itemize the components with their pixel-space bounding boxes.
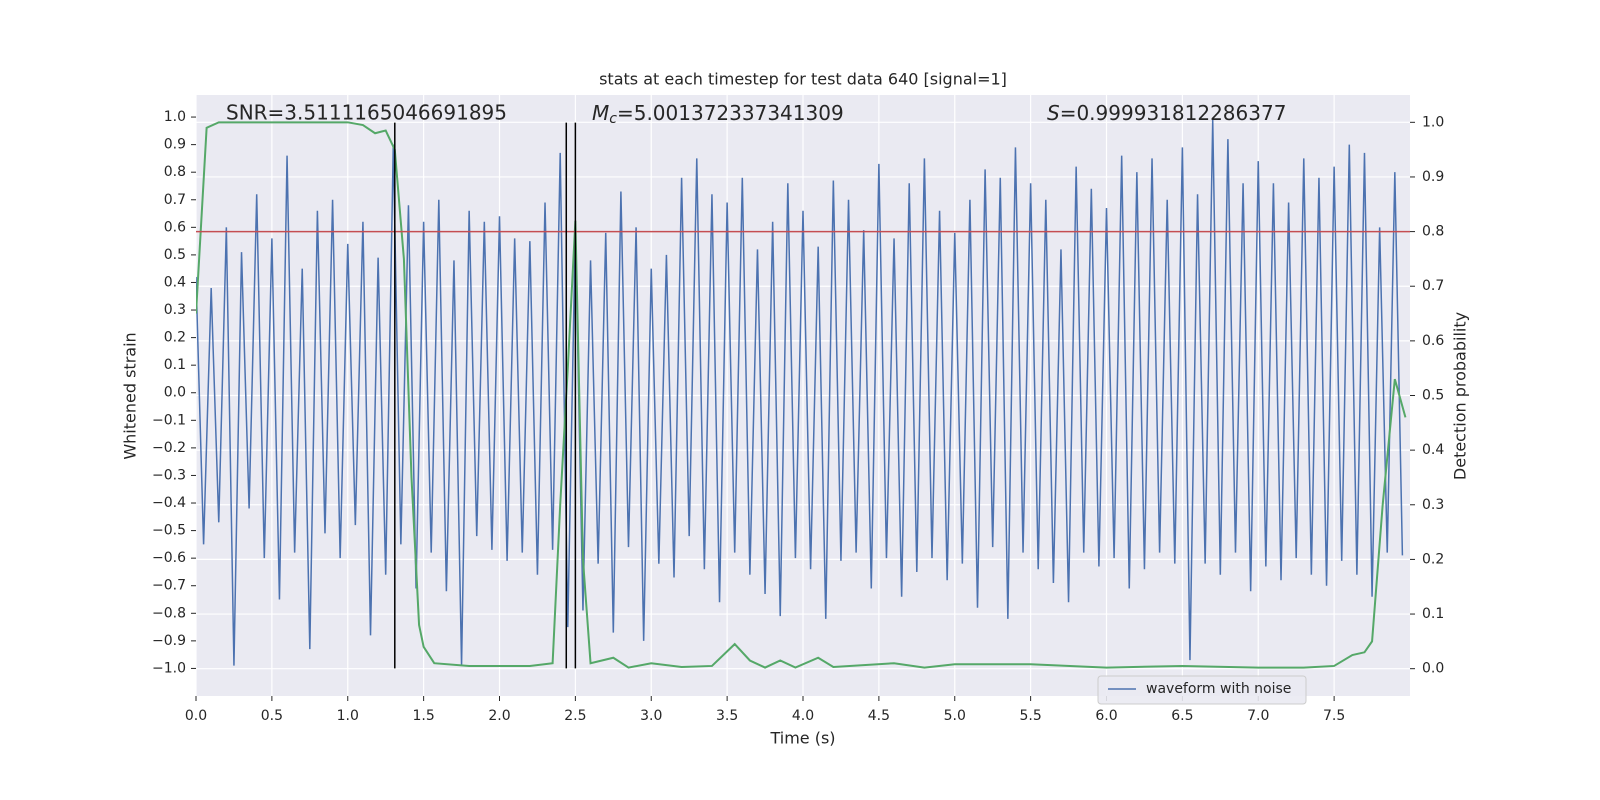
y2-axis-label: Detection probability	[1451, 312, 1470, 480]
annotation: S=0.999931812286377	[1047, 101, 1286, 125]
y2-tick-label: 0.3	[1422, 497, 1444, 513]
chart-title: stats at each timestep for test data 640…	[599, 70, 1007, 89]
x-tick-label: 4.5	[868, 708, 890, 724]
y2-tick-label: 0.9	[1422, 169, 1444, 185]
y2-tick-label: 0.8	[1422, 224, 1444, 240]
x-tick-label: 7.5	[1323, 708, 1345, 724]
y-tick-label: −0.3	[152, 467, 186, 483]
y-tick-label: −0.1	[152, 412, 186, 428]
annotation-symbol: S	[1047, 101, 1060, 125]
x-tick-label: 3.0	[640, 708, 662, 724]
x-tick-label: 0.5	[261, 708, 283, 724]
y-tick-label: 0.8	[164, 164, 186, 180]
legend-box	[1097, 675, 1307, 705]
x-tick-label: 3.5	[716, 708, 738, 724]
x-tick-label: 7.0	[1247, 708, 1269, 724]
plot-layer	[196, 119, 1410, 669]
y-tick-label: −0.8	[152, 605, 186, 621]
y-tick-label: 0.7	[164, 192, 186, 208]
y2-tick-label: 0.4	[1422, 442, 1444, 458]
y-tick-label: 0.3	[164, 302, 186, 318]
y-tick-label: 0.2	[164, 330, 186, 346]
series-line	[196, 121, 1407, 669]
series-line	[196, 119, 1404, 666]
y-tick-label: −0.9	[152, 633, 186, 649]
x-tick-label: 6.5	[1171, 708, 1193, 724]
annotation: Mc=5.001372337341309	[592, 101, 844, 128]
y2-tick-label: 0.1	[1422, 606, 1444, 622]
x-tick-label: 0.0	[185, 708, 207, 724]
y2-tick-label: 1.0	[1422, 114, 1444, 130]
y-tick-label: −0.2	[152, 440, 186, 456]
x-tick-label: 1.0	[337, 708, 359, 724]
y-tick-label: 0.9	[164, 137, 186, 153]
x-axis-label: Time (s)	[769, 729, 835, 748]
y-tick-label: −0.7	[152, 578, 186, 594]
annotation-symbol: M	[592, 101, 609, 125]
x-tick-label: 2.5	[564, 708, 586, 724]
x-tick-label: 4.0	[792, 708, 814, 724]
y-tick-label: −1.0	[152, 660, 186, 676]
y-tick-label: 0.5	[164, 247, 186, 263]
y-tick-label: 0.4	[164, 274, 186, 290]
y2-tick-label: 0.5	[1422, 388, 1444, 404]
legend-label: waveform with noise	[1146, 681, 1291, 697]
x-tick-label: 5.0	[944, 708, 966, 724]
annotation-text: =5.001372337341309	[617, 101, 844, 125]
y-tick-label: −0.6	[152, 550, 186, 566]
y-tick-label: 1.0	[164, 109, 186, 125]
annotation-subscript: c	[609, 111, 617, 127]
y-tick-label: 0.0	[164, 385, 186, 401]
annotation-text: =0.999931812286377	[1060, 101, 1287, 125]
x-tick-label: 6.0	[1095, 708, 1117, 724]
x-tick-label: 1.5	[412, 708, 434, 724]
y2-tick-label: 0.2	[1422, 551, 1444, 567]
y2-tick-label: 0.7	[1422, 278, 1444, 294]
x-tick-label: 2.0	[488, 708, 510, 724]
y-tick-label: 0.6	[164, 219, 186, 235]
annotation: SNR=3.5111165046691895	[226, 101, 507, 125]
y2-tick-label: 0.6	[1422, 333, 1444, 349]
y-tick-label: 0.1	[164, 357, 186, 373]
x-tick-label: 5.5	[1019, 708, 1041, 724]
y-tick-label: −0.4	[152, 495, 186, 511]
y-tick-label: −0.5	[152, 523, 186, 539]
y2-tick-label: 0.0	[1422, 661, 1444, 677]
y-axis-label: Whitened strain	[121, 332, 140, 459]
